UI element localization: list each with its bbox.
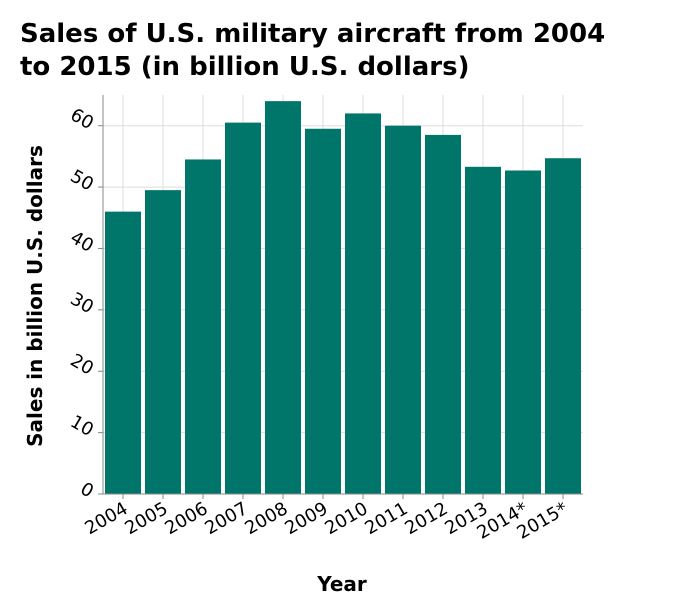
- bar-2011: [385, 125, 421, 494]
- bar-2010: [345, 113, 381, 495]
- y-tick-label: 0: [77, 478, 97, 502]
- bar-2012: [425, 134, 461, 494]
- y-tick-label: 40: [67, 227, 97, 257]
- y-tick-label: 60: [67, 104, 97, 134]
- y-tick-label: 50: [67, 166, 97, 196]
- bar-2013: [465, 166, 501, 494]
- y-tick-label: 10: [67, 411, 97, 441]
- x-axis-ticks: 2004200520062007200820092010201120122013…: [81, 494, 572, 544]
- chart-title-line-1: Sales of U.S. military aircraft from 200…: [20, 19, 605, 49]
- bar-2007: [225, 122, 261, 494]
- bar-2015-star: [545, 158, 581, 495]
- y-tick-label: 30: [67, 289, 97, 319]
- bar-2005: [145, 190, 181, 494]
- y-axis-ticks: 0 10 20 30 40 50 60: [67, 104, 103, 502]
- bar-2014-star: [505, 170, 541, 494]
- bars: [105, 101, 581, 495]
- y-axis-title: Sales in billion U.S. dollars: [23, 145, 47, 447]
- bar-2006: [185, 159, 221, 494]
- bar-2004: [105, 211, 141, 494]
- y-tick-label: 20: [67, 350, 97, 380]
- chart-title-line-2: to 2015 (in billion U.S. dollars): [20, 52, 469, 82]
- x-axis-title: Year: [316, 572, 367, 596]
- bar-2008: [265, 101, 301, 494]
- bar-2009: [305, 128, 341, 494]
